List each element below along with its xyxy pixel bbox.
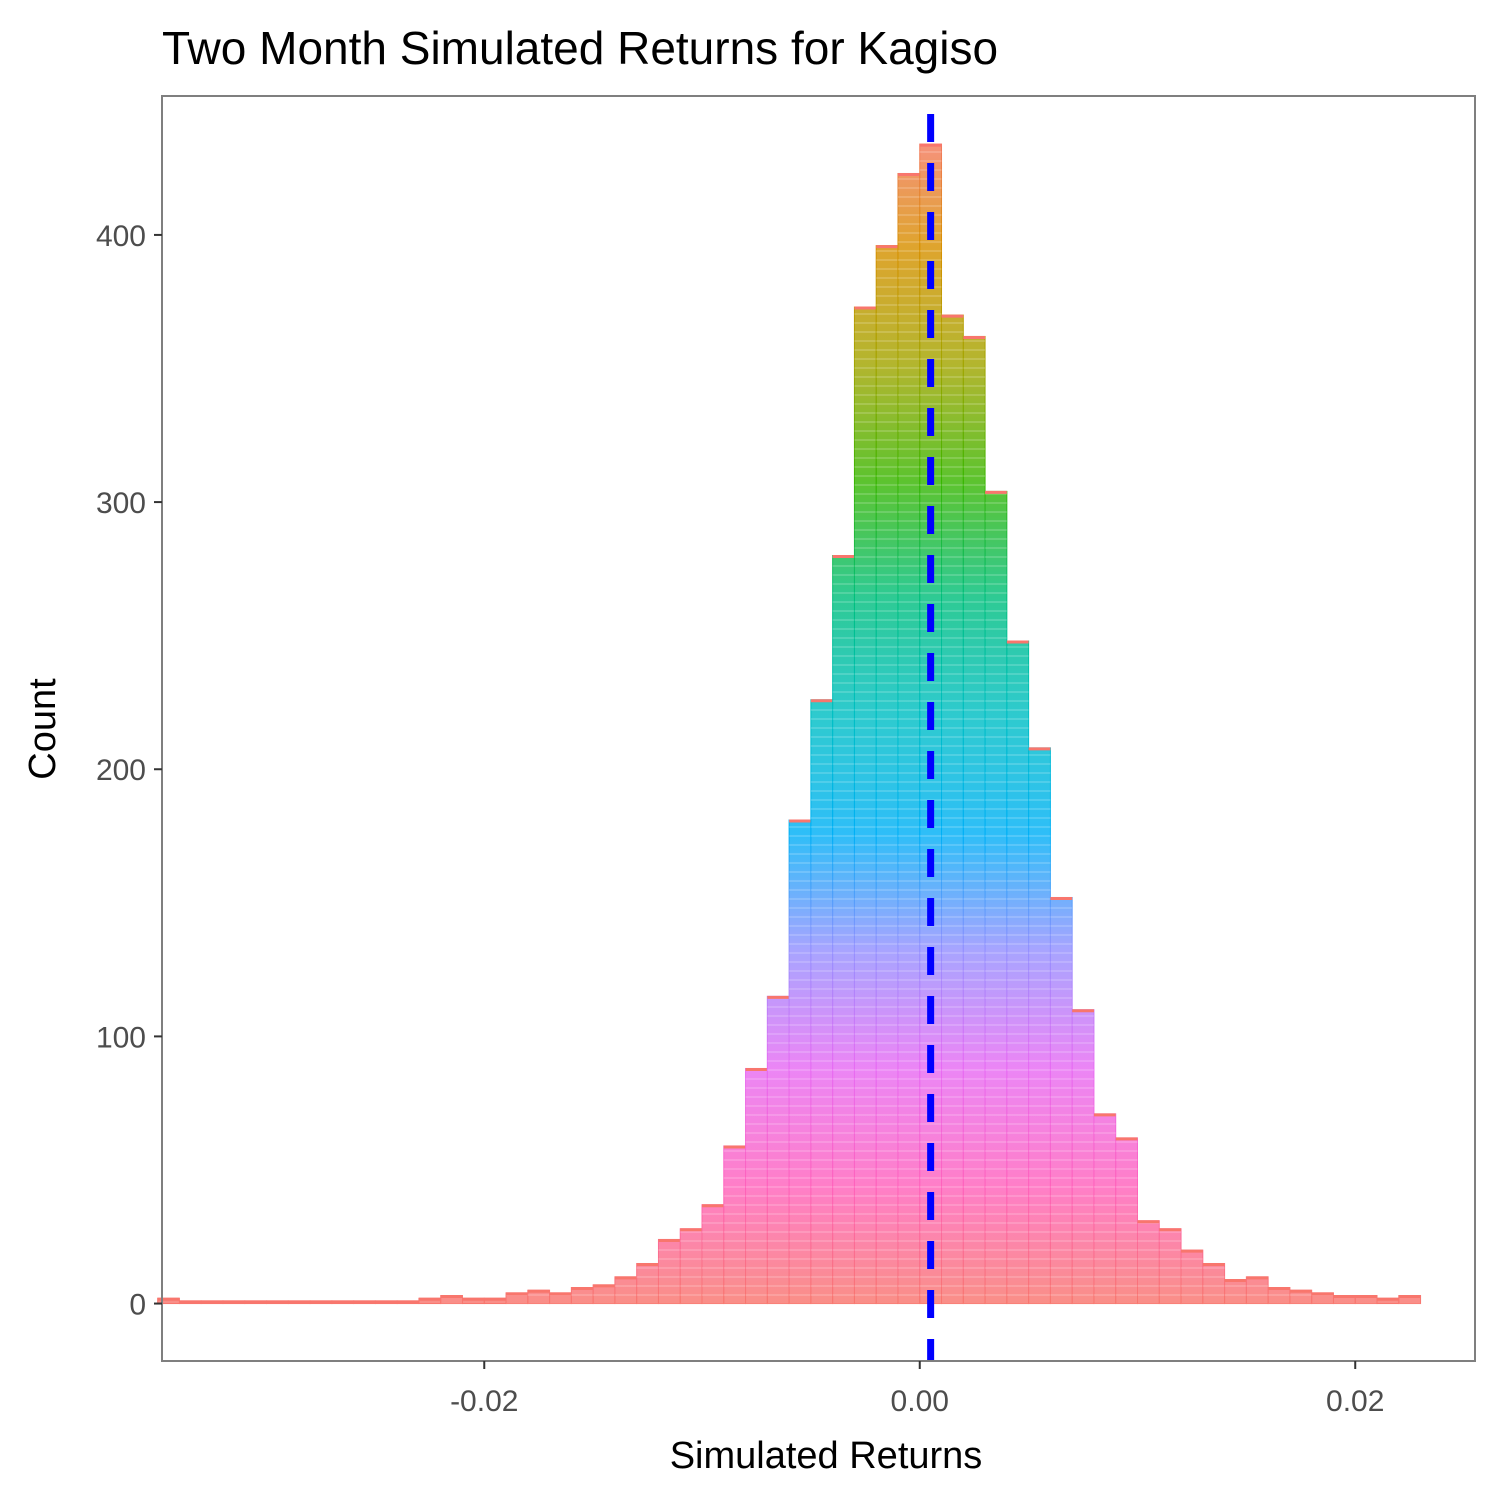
x-tick-label: -0.02 (450, 1385, 518, 1418)
histogram-bar (723, 1145, 747, 1305)
histogram-bar (1267, 1287, 1291, 1305)
histogram-bar (483, 1297, 507, 1305)
histogram-bar (1289, 1289, 1313, 1305)
histogram-bar (1137, 1220, 1160, 1305)
chart-title: Two Month Simulated Returns for Kagiso (162, 22, 998, 74)
histogram-bar (266, 1300, 289, 1305)
histogram-bar (331, 1300, 355, 1305)
histogram-bar (178, 1300, 202, 1305)
histogram-bar (1224, 1279, 1247, 1305)
histogram-bar (1180, 1249, 1204, 1305)
histogram-bar (1028, 747, 1051, 1305)
histogram-bar (875, 245, 899, 1305)
histogram-bar (570, 1287, 594, 1305)
histogram-bar (897, 172, 921, 1305)
histogram-bar (766, 995, 790, 1305)
y-axis-title: Count (22, 678, 64, 780)
histogram-bar (1071, 1009, 1095, 1305)
histogram-bar (461, 1297, 485, 1305)
histogram-bar (222, 1300, 246, 1305)
histogram-bar (244, 1300, 268, 1305)
histogram-bar (810, 699, 834, 1305)
histogram-bar (287, 1300, 311, 1305)
histogram-bar (440, 1295, 463, 1305)
histogram-bar (1158, 1228, 1182, 1305)
histogram-bar (505, 1292, 529, 1305)
histogram-bar (1006, 640, 1030, 1305)
x-tick-label: 0.00 (891, 1385, 949, 1418)
histogram-bar (549, 1292, 572, 1305)
x-tick-label: 0.02 (1326, 1385, 1384, 1418)
histogram-bar (1093, 1113, 1117, 1305)
y-tick-label: 400 (96, 220, 146, 253)
histogram-bar (614, 1276, 638, 1305)
x-axis-title: Simulated Returns (670, 1435, 983, 1477)
y-axis: 0 100 200 300 400 (96, 220, 162, 1322)
histogram-bar (701, 1204, 725, 1305)
histogram-bar (374, 1300, 398, 1305)
y-tick-label: 200 (96, 754, 146, 787)
histogram-bar (1332, 1295, 1356, 1305)
histogram-bar (984, 490, 1008, 1305)
histogram-bar (418, 1297, 442, 1305)
y-tick-label: 100 (96, 1021, 146, 1054)
x-axis: -0.02 0.00 0.02 (450, 1361, 1384, 1418)
histogram-bar (592, 1284, 616, 1305)
y-tick-label: 0 (129, 1289, 146, 1322)
histogram-bar (745, 1067, 768, 1305)
histogram-bar (788, 819, 812, 1305)
histogram-bar (1202, 1262, 1226, 1305)
histogram-bar (832, 555, 855, 1305)
histogram-bar (1311, 1292, 1334, 1305)
histogram-bar (853, 306, 877, 1305)
histogram-bar (1398, 1295, 1422, 1305)
panel-border-layer (161, 95, 1476, 1362)
histogram-bar (1115, 1137, 1138, 1305)
histogram-bar (309, 1300, 333, 1305)
panel-border (161, 95, 1476, 1362)
histogram-bar (962, 335, 986, 1305)
histogram-bar (636, 1262, 659, 1305)
histogram-bar (353, 1300, 376, 1305)
histogram-bar (200, 1300, 224, 1305)
histogram-bar (1376, 1297, 1400, 1305)
histogram-bar (527, 1289, 551, 1305)
histogram-bar (679, 1228, 703, 1305)
y-tick-label: 300 (96, 487, 146, 520)
histogram-bar (396, 1300, 420, 1305)
histogram-bar (941, 314, 964, 1305)
histogram-bar (1049, 896, 1073, 1305)
histogram-bar (657, 1238, 681, 1305)
histogram-bar (1245, 1276, 1269, 1305)
histogram-bar (1354, 1295, 1378, 1305)
